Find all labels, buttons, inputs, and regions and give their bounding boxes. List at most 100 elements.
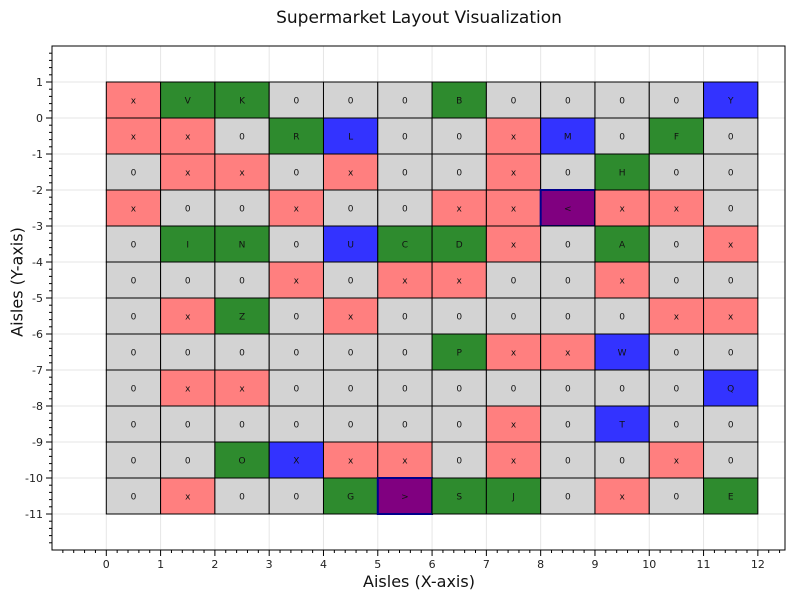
cell-label: x xyxy=(511,349,517,359)
cell-label: x xyxy=(619,493,625,503)
chart-title: Supermarket Layout Visualization xyxy=(276,8,562,28)
x-tick-label: 4 xyxy=(320,558,327,571)
grid-cell xyxy=(540,333,596,371)
grid-cell xyxy=(160,225,216,263)
cell-label: D xyxy=(456,241,463,251)
grid-cell xyxy=(431,369,487,407)
cell-label: 0 xyxy=(728,457,734,467)
cell-label: Q xyxy=(727,385,734,395)
grid-cell xyxy=(648,405,705,443)
cells: x V K 0 0 0 B 0 0 0 0 Yx x 0 R L 0 0 x M 0 F 0 0 x x 0 x 0 0 x 0 H 0 0 x 0 0 x… xyxy=(105,81,759,515)
y-tick-label: 1 xyxy=(36,76,43,89)
cell-label: 0 xyxy=(293,313,299,323)
grid-cell xyxy=(214,405,270,443)
cell-label: x xyxy=(457,277,463,287)
cell-label: 0 xyxy=(402,349,408,359)
cell-label: 0 xyxy=(402,205,408,215)
cell-label: P xyxy=(457,349,463,359)
cell-label: x xyxy=(511,169,517,179)
cell-label: x xyxy=(674,457,680,467)
grid-cell xyxy=(105,477,162,515)
grid-cell xyxy=(703,333,759,371)
cell-label: 0 xyxy=(511,277,517,287)
grid-cell xyxy=(648,261,705,299)
cell-label: 0 xyxy=(239,133,245,143)
grid-cell xyxy=(268,189,324,227)
cell-label: x xyxy=(131,133,137,143)
cell-label: 0 xyxy=(239,493,245,503)
cell-label: x xyxy=(728,241,734,251)
cell-label: x xyxy=(185,133,191,143)
cell-label: 0 xyxy=(565,97,571,107)
cell-label: M xyxy=(564,133,572,143)
cell-label: 0 xyxy=(402,133,408,143)
grid-cell xyxy=(214,117,270,155)
cell-label: V xyxy=(185,97,192,107)
cell-label: 0 xyxy=(185,457,191,467)
grid-cell xyxy=(322,225,379,263)
cell-label: 0 xyxy=(293,385,299,395)
grid-cell xyxy=(431,189,487,227)
cell-label: 0 xyxy=(348,277,354,287)
cell-label: 0 xyxy=(619,457,625,467)
grid-cell xyxy=(105,441,162,479)
cell-label: I xyxy=(186,241,189,251)
cell-label: S xyxy=(456,493,462,503)
cell-label: x xyxy=(402,457,408,467)
y-tick-label: -3 xyxy=(32,220,43,233)
cell-label: A xyxy=(619,241,626,251)
cell-label: 0 xyxy=(728,277,734,287)
cell-label: 0 xyxy=(456,421,462,431)
grid-cell xyxy=(485,189,542,227)
x-axis-label: Aisles (X-axis) xyxy=(363,572,475,591)
grid-cell xyxy=(703,441,759,479)
grid-cell xyxy=(377,369,433,407)
cell-label: 0 xyxy=(728,349,734,359)
grid-cell xyxy=(268,153,324,191)
cell-label: 0 xyxy=(456,133,462,143)
cell-label: x xyxy=(565,349,571,359)
cell-label: 0 xyxy=(293,349,299,359)
grid-cell xyxy=(540,117,596,155)
grid-cell xyxy=(105,333,162,371)
grid-cell xyxy=(540,261,596,299)
cell-label: 0 xyxy=(293,493,299,503)
cell-label: 0 xyxy=(674,241,680,251)
cell-label: x xyxy=(185,313,191,323)
cell-label: 0 xyxy=(456,385,462,395)
grid-cell xyxy=(377,81,433,119)
x-tick-label: 7 xyxy=(483,558,490,571)
cell-label: 0 xyxy=(131,385,137,395)
cell-label: F xyxy=(674,133,679,143)
cell-label: x xyxy=(674,313,680,323)
cell-label: x xyxy=(511,205,517,215)
cell-label: 0 xyxy=(131,457,137,467)
x-tick-label: 10 xyxy=(642,558,656,571)
cell-label: 0 xyxy=(402,385,408,395)
cell-label: < xyxy=(564,205,572,215)
grid-cell xyxy=(648,441,705,479)
cell-label: 0 xyxy=(131,313,137,323)
grid-cell xyxy=(160,189,216,227)
grid-cell xyxy=(594,189,650,227)
grid-cell xyxy=(540,405,596,443)
cell-label: 0 xyxy=(293,421,299,431)
cell-label: 0 xyxy=(728,169,734,179)
grid-cell xyxy=(268,405,324,443)
cell-label: 0 xyxy=(348,97,354,107)
cell-label: x xyxy=(619,277,625,287)
cell-label: 0 xyxy=(131,493,137,503)
cell-label: 0 xyxy=(185,421,191,431)
grid-cell xyxy=(703,477,759,515)
cell-label: > xyxy=(401,493,409,503)
cell-label: 0 xyxy=(456,313,462,323)
cell-label: x xyxy=(239,169,245,179)
cell-label: N xyxy=(239,241,246,251)
cell-label: x xyxy=(457,205,463,215)
cell-label: W xyxy=(618,349,627,359)
grid-cell xyxy=(648,153,705,191)
grid-cell xyxy=(105,225,162,263)
cell-label: x xyxy=(131,97,137,107)
cell-label: 0 xyxy=(619,133,625,143)
